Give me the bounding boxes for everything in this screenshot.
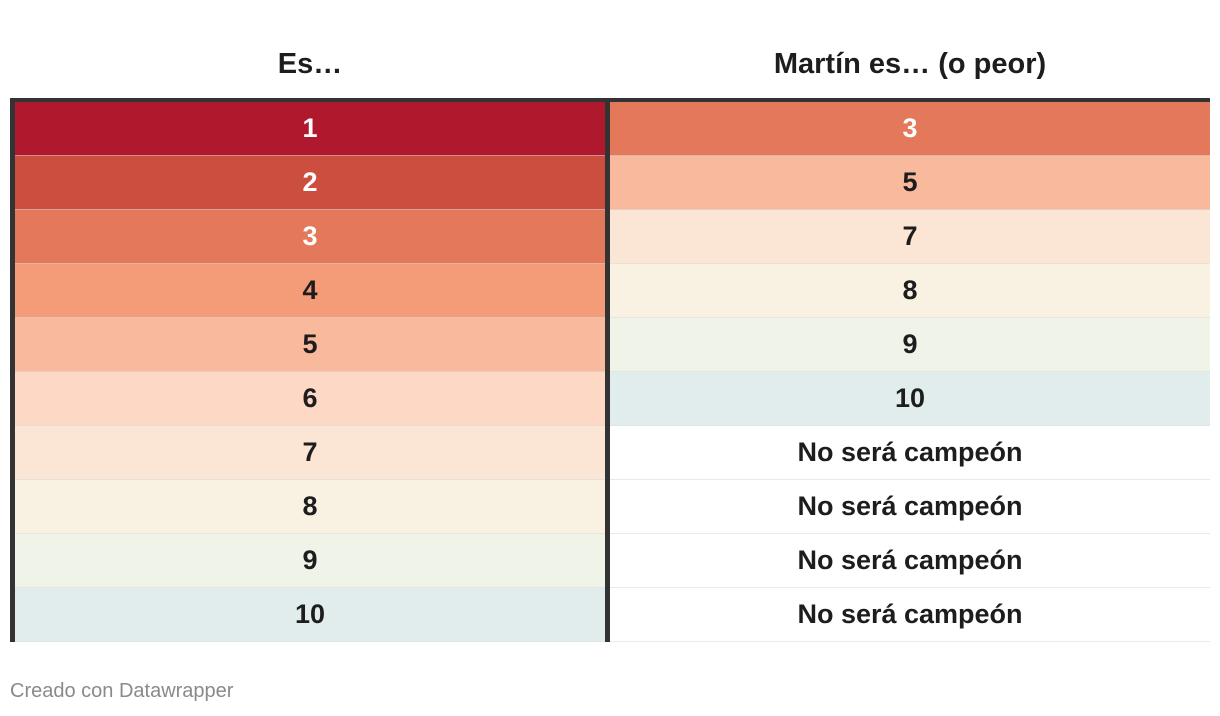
table-cell-martin: 5 [610, 156, 1210, 210]
column-header-es: Es… [277, 47, 343, 80]
footer-credit: Creado con Datawrapper [10, 680, 234, 702]
table-cell-es: 1 [15, 102, 605, 156]
table-cell-martin: 7 [610, 210, 1210, 264]
column-es: 1 2 3 4 5 6 7 8 9 10 [10, 102, 610, 642]
table-cell-es: 9 [15, 534, 605, 588]
table-cell-martin: No será campeón [610, 480, 1210, 534]
column-header-martin: Martín es… (o peor) [773, 47, 1047, 80]
table-cell-martin: 8 [610, 264, 1210, 318]
table-cell-martin: 10 [610, 372, 1210, 426]
table-cell-es: 5 [15, 318, 605, 372]
table-cell-martin: No será campeón [610, 588, 1210, 642]
table-body: 1 2 3 4 5 6 7 8 9 10 3 5 7 8 9 10 No será campeón No ser… [10, 98, 1210, 642]
table-cell-martin: 3 [610, 102, 1210, 156]
table-cell-es: 8 [15, 480, 605, 534]
table-cell-es: 7 [15, 426, 605, 480]
table-cell-martin: 9 [610, 318, 1210, 372]
table-cell-es: 2 [15, 156, 605, 210]
column-martin: 3 5 7 8 9 10 No será campeón No será campeón No … [610, 102, 1210, 642]
table-cell-es: 3 [15, 210, 605, 264]
table-header: Es… Martín es… (o peor) [10, 0, 1210, 98]
table-cell-es: 6 [15, 372, 605, 426]
table-cell-martin: No será campeón [610, 534, 1210, 588]
table-cell-es: 4 [15, 264, 605, 318]
table-cell-es: 10 [15, 588, 605, 642]
table-cell-martin: No será campeón [610, 426, 1210, 480]
